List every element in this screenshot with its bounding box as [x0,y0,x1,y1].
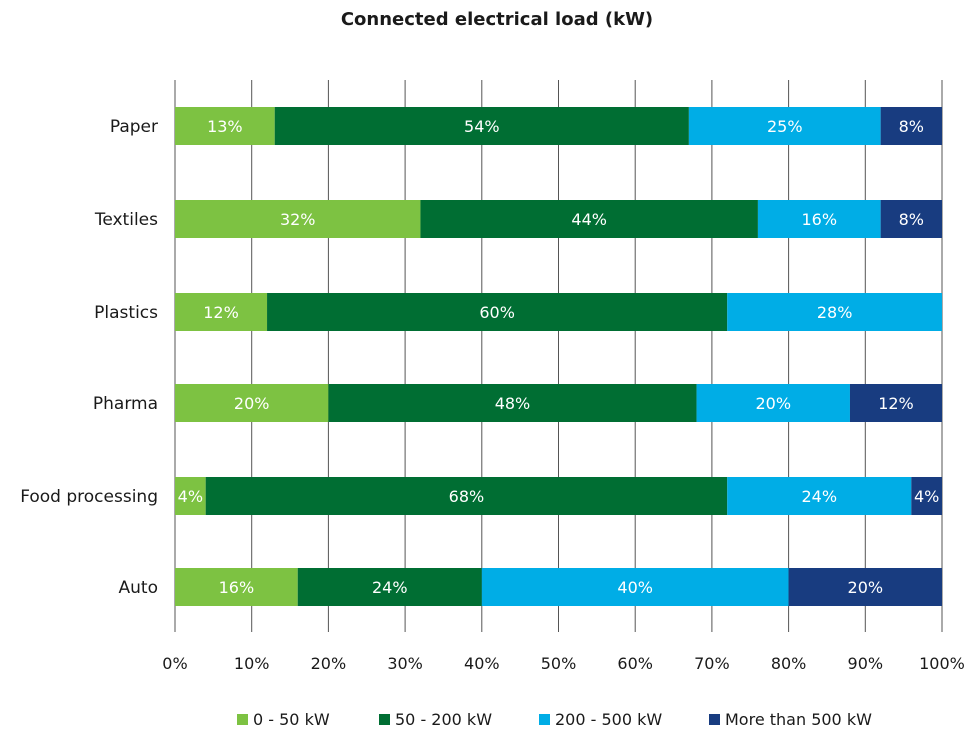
category-label: Paper [110,117,158,137]
bar-segment [849,384,942,422]
x-tick-label: 30% [387,654,423,673]
data-label: 20% [755,394,791,413]
bar-segment [481,568,789,606]
bar-segment [175,384,329,422]
bars: 13% 54% 25% 8% 32% 44% 16% 8% 12% 60% 28% 20% 48% 20%… [175,107,942,606]
legend-swatch [237,714,248,725]
data-label: 48% [495,394,531,413]
data-label: 12% [878,394,914,413]
data-label: 40% [617,578,653,597]
bar-segment [880,107,942,145]
bar-segment [175,107,275,145]
data-label: 20% [848,578,884,597]
bar-segment [688,107,881,145]
bar-segment [274,107,689,145]
x-tick-label: 10% [234,654,270,673]
bar-segment [696,384,850,422]
bar-segment [911,477,942,515]
bar-segment [175,568,298,606]
data-label: 25% [767,117,803,136]
bar-segment [175,477,206,515]
legend-swatch [379,714,390,725]
category-label: Textiles [94,210,158,230]
bar-segment [205,477,728,515]
data-label: 20% [234,394,270,413]
bar-segment [757,200,881,238]
grid-lines [174,80,943,632]
bar-segment [175,293,268,331]
category-labels: Paper Textiles Plastics Pharma Food processi… [20,117,158,598]
data-label: 16% [219,578,255,597]
data-label: 4% [178,487,203,506]
x-tick-labels: 0% 10% 20% 30% 40% 50% 60% 70% 80% 90% 100% [162,654,965,673]
x-tick-label: 90% [848,654,884,673]
bar-segment [788,568,942,606]
legend-label: 50 - 200 kW [395,710,492,729]
category-label: Food processing [20,487,158,507]
data-label: 13% [207,117,243,136]
legend-label: 0 - 50 kW [253,710,330,729]
legend-swatch [539,714,550,725]
data-label: 24% [801,487,837,506]
data-label: 32% [280,210,316,229]
legend-label: 200 - 500 kW [555,710,662,729]
data-label: 28% [817,303,853,322]
bar-segment [727,477,912,515]
chart-title: Connected electrical load (kW) [341,9,653,30]
bar-segment [175,200,421,238]
category-label: Pharma [93,394,158,414]
legend-swatch [709,714,720,725]
data-label: 8% [899,117,924,136]
category-label: Auto [119,578,158,598]
data-label: 60% [479,303,515,322]
data-label: 24% [372,578,408,597]
data-label: 44% [571,210,607,229]
data-label: 54% [464,117,500,136]
data-label: 4% [914,487,939,506]
bar-segment [297,568,482,606]
data-label: 12% [203,303,239,322]
x-tick-label: 60% [617,654,653,673]
x-tick-label: 80% [771,654,807,673]
x-tick-label: 70% [694,654,730,673]
bar-segment [727,293,942,331]
x-tick-label: 40% [464,654,500,673]
x-tick-label: 20% [311,654,347,673]
bar-segment [420,200,758,238]
data-label: 16% [801,210,837,229]
x-tick-label: 0% [162,654,187,673]
bar-segment [267,293,728,331]
bar-segment [880,200,942,238]
x-tick-label: 50% [541,654,577,673]
legend: 0 - 50 kW 50 - 200 kW 200 - 500 kW More tha… [237,710,872,729]
legend-label: More than 500 kW [725,710,872,729]
x-tick-label: 100% [919,654,965,673]
data-label: 8% [899,210,924,229]
bar-segment [328,384,697,422]
category-label: Plastics [94,303,158,323]
data-label: 68% [449,487,485,506]
